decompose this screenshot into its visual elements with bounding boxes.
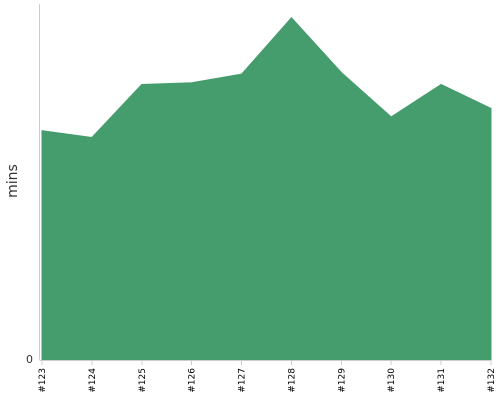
area-series-0 xyxy=(41,16,492,361)
x-tick-label-0: #123 xyxy=(38,368,48,393)
x-tick-label-2: #125 xyxy=(138,368,148,393)
y-tick-label-0: 0 xyxy=(26,353,33,366)
y-axis-title: mins xyxy=(5,164,21,198)
x-tick-label-3: #126 xyxy=(188,368,198,393)
x-tick-label-5: #128 xyxy=(287,368,297,393)
x-tick-label-8: #131 xyxy=(437,368,447,393)
x-tick-label-6: #129 xyxy=(337,368,347,393)
x-tick-label-7: #130 xyxy=(387,368,397,393)
x-tick-label-9: #132 xyxy=(487,368,497,393)
plot-area: 0 #123 #124 #125 #126 #127 #128 #129 #130 #131 #13… xyxy=(26,4,497,393)
x-tick-label-4: #127 xyxy=(238,368,248,393)
x-tick-label-1: #124 xyxy=(88,368,98,393)
